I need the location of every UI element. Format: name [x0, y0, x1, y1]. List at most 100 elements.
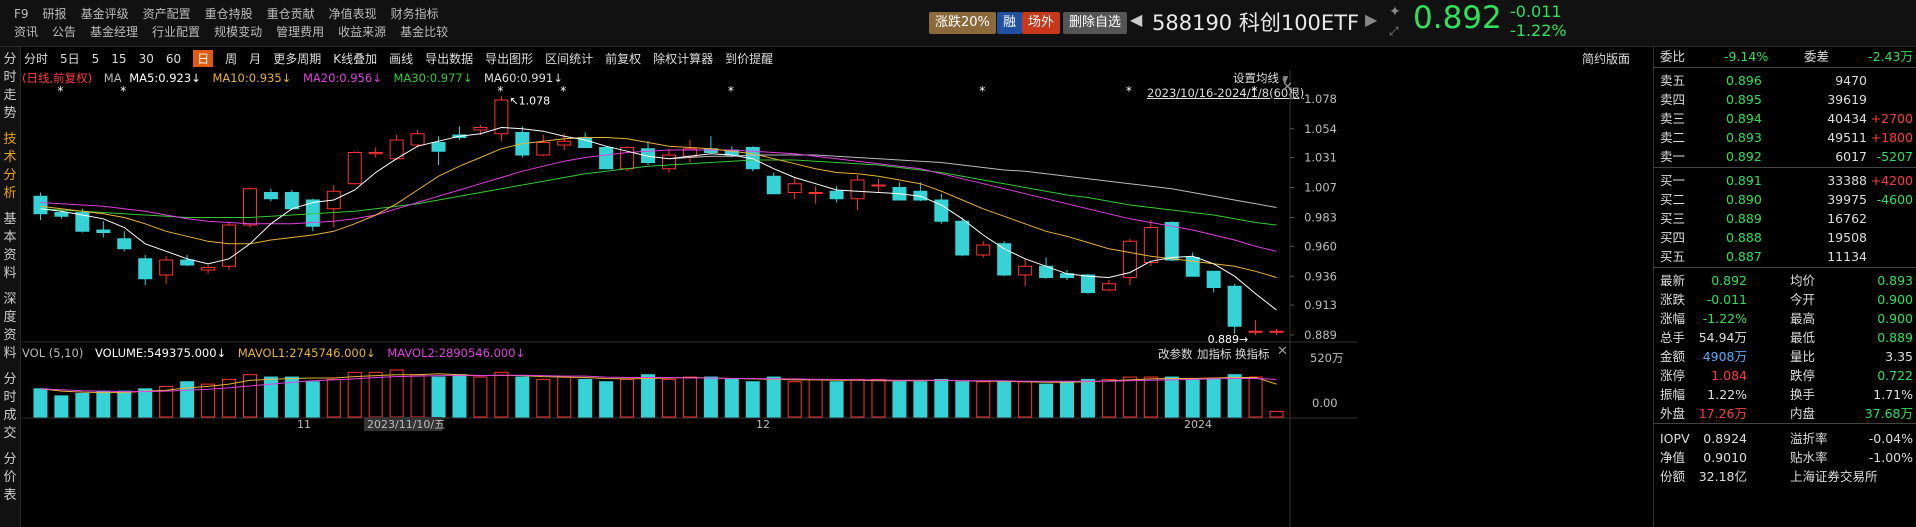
candle-body: [557, 140, 572, 146]
ma-settings-button[interactable]: 设置均线 ▾: [1233, 70, 1288, 86]
toolbar-item[interactable]: 月: [249, 52, 262, 66]
menu-item[interactable]: F9: [14, 7, 29, 21]
stat-label: 最低: [1790, 330, 1816, 345]
menu-row-1: F9 研报 基金评级 资产配置 重仓持股 重仓贡献 净值表现 财务指标: [14, 5, 453, 22]
margin-badge[interactable]: 融: [997, 12, 1023, 34]
top-header: F9 研报 基金评级 资产配置 重仓持股 重仓贡献 净值表现 财务指标 资讯 公告 基金经理 行业配…: [0, 0, 1916, 47]
prev-stock-icon[interactable]: ◀: [1130, 10, 1143, 29]
volume-bar: [871, 378, 886, 418]
menu-item[interactable]: 管理费用: [276, 25, 325, 39]
ma30-legend: MA30:0.977↓: [393, 71, 473, 85]
candle-body: [808, 192, 823, 194]
left-tab[interactable]: 分价表: [3, 452, 17, 503]
weicha-value: -2.43万: [1868, 49, 1913, 64]
menu-item[interactable]: 重仓持股: [204, 7, 253, 21]
toolbar-item[interactable]: 画线: [389, 52, 414, 66]
volume-bar: [1269, 410, 1284, 418]
close-volume-icon[interactable]: ✕: [1277, 344, 1288, 359]
left-tab[interactable]: 分时成交: [3, 372, 17, 441]
x-tick-label: 11: [297, 418, 311, 431]
ask-row: 卖四 0.895 39619: [1654, 90, 1916, 109]
menu-item[interactable]: 研报: [42, 7, 67, 21]
left-tab[interactable]: 基本资料: [3, 212, 17, 281]
chart-toolbar: 分时 5日 5 15 30 60 日周月更多周期 K线叠加 画线 导出数据 导出图形 区间统计 前复权除…: [24, 50, 1674, 72]
menu-item[interactable]: 重仓贡献: [266, 7, 315, 21]
stat-label: 今开: [1790, 292, 1816, 307]
toolbar-item[interactable]: 更多周期: [273, 52, 322, 66]
toolbar-item[interactable]: 日: [193, 50, 214, 67]
candle-body: [1080, 274, 1095, 293]
toolbar-item[interactable]: 前复权: [605, 52, 642, 66]
toolbar-item[interactable]: 5日: [60, 52, 80, 66]
volume-bar: [913, 381, 928, 418]
bid-volume: 11134: [1827, 249, 1867, 264]
volume-bar: [368, 371, 383, 418]
toolbar-item[interactable]: 5: [91, 52, 100, 66]
limit-badge[interactable]: 涨跌20%: [929, 12, 996, 34]
left-tab[interactable]: 深度资料: [3, 292, 17, 361]
close-ma-icon[interactable]: ✕: [1282, 80, 1293, 95]
toolbar-item[interactable]: K线叠加: [333, 52, 378, 66]
menu-item[interactable]: 资产配置: [142, 7, 191, 21]
date-range[interactable]: 2023/10/16-2024/1/8(60根): [1147, 86, 1305, 100]
toolbar-item[interactable]: 导出图形: [485, 52, 534, 66]
left-tab[interactable]: 技术分析: [3, 132, 17, 201]
toolbar-item[interactable]: 60: [165, 52, 182, 66]
menu-item[interactable]: 规模变动: [214, 25, 263, 39]
stat-label: 外盘: [1660, 406, 1686, 421]
stat-label: 涨幅: [1660, 311, 1686, 326]
next-stock-icon[interactable]: ▶: [1365, 10, 1378, 29]
kline-legend-prefix: (日线,前复权): [22, 71, 93, 85]
menu-item[interactable]: 财务指标: [390, 7, 439, 21]
menu-item[interactable]: 基金经理: [90, 25, 139, 39]
menu-item[interactable]: 资讯: [14, 25, 39, 39]
menu-item[interactable]: 净值表现: [328, 7, 377, 21]
menu-item[interactable]: 收益来源: [338, 25, 387, 39]
ask-change: -5207: [1876, 149, 1913, 164]
bid-price: 0.891: [1726, 173, 1762, 188]
toolbar-item[interactable]: 30: [138, 52, 154, 66]
candle-body: [1248, 330, 1263, 333]
change-params-button[interactable]: 改参数: [1158, 347, 1193, 361]
left-tab[interactable]: 分时走势: [3, 52, 17, 121]
toolbar-item[interactable]: 区间统计: [545, 52, 594, 66]
volume-bar: [1248, 376, 1263, 418]
switch-indicator-button[interactable]: 换指标: [1235, 347, 1270, 361]
add-indicator-button[interactable]: 加指标: [1197, 347, 1232, 361]
volume-bar: [620, 378, 635, 418]
menu-item[interactable]: 公告: [52, 25, 77, 39]
stat-row: 涨跌 -0.011 今开 0.900: [1654, 290, 1916, 309]
volume-bar: [473, 376, 488, 418]
vol-y-top: 520万: [1310, 351, 1344, 365]
toolbar-item[interactable]: 15: [111, 52, 127, 66]
candle-body: [263, 192, 278, 200]
kline-chart-area[interactable]: (日线,前复权) MA MA5:0.923↓ MA10:0.935↓ MA20:…: [22, 70, 1650, 527]
ma-label: MA: [103, 71, 122, 85]
volume-bar: [745, 381, 760, 418]
simple-layout-button[interactable]: 简约版面: [1582, 52, 1631, 66]
ask-label: 卖一: [1660, 149, 1686, 164]
bid-row: 买四 0.888 19508: [1654, 228, 1916, 247]
menu-item[interactable]: 行业配置: [152, 25, 201, 39]
offsite-badge[interactable]: 场外: [1022, 12, 1061, 34]
pin-icon[interactable]: ✦: [1389, 4, 1401, 20]
ma5-legend: MA5:0.923↓: [129, 71, 201, 85]
toolbar-item[interactable]: 分时: [24, 52, 49, 66]
menu-item[interactable]: 基金评级: [80, 7, 129, 21]
stat-label: 溢折率: [1790, 431, 1828, 446]
stat-label: 最新: [1660, 273, 1686, 288]
expand-icon[interactable]: ⤢: [1389, 24, 1399, 38]
candle-body: [201, 267, 216, 271]
candle-body: [159, 259, 174, 276]
toolbar-item[interactable]: 到价提醒: [725, 52, 774, 66]
x-tick-label: 12: [756, 418, 770, 431]
toolbar-item[interactable]: 周: [225, 52, 238, 66]
toolbar-item[interactable]: 除权计算器: [653, 52, 714, 66]
menu-item[interactable]: 基金比较: [400, 25, 449, 39]
candle-body: [242, 188, 257, 226]
bid-label: 买四: [1660, 230, 1686, 245]
toolbar-item[interactable]: 导出数据: [425, 52, 474, 66]
remove-watchlist-button[interactable]: 删除自选: [1063, 12, 1128, 34]
collapse-icon[interactable]: ▾: [1282, 74, 1288, 87]
ask-price: 0.895: [1726, 92, 1762, 107]
